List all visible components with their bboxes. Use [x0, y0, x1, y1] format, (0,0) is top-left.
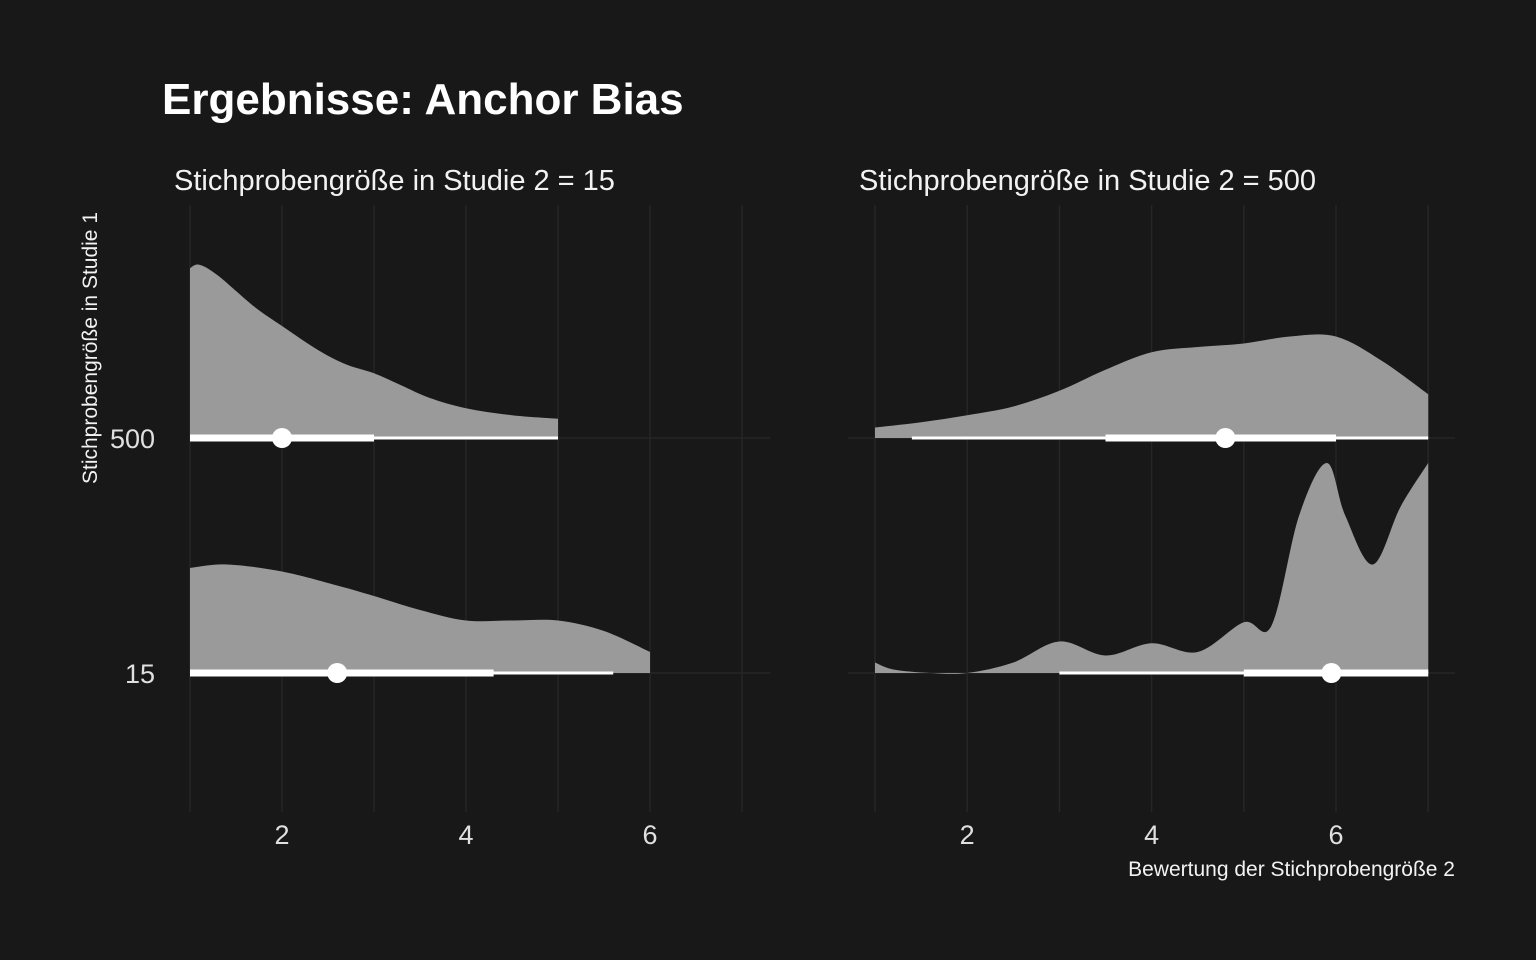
y-tick-label: 15	[125, 659, 155, 689]
density-area-15	[875, 463, 1429, 674]
x-tick-label: 4	[1144, 820, 1159, 850]
facet-panel-left: 2 4 6	[189, 205, 770, 850]
facet-panel-right: 2 4 6	[848, 205, 1455, 850]
x-tick-label: 6	[642, 820, 657, 850]
point-estimate-500	[1215, 428, 1236, 448]
density-area-500	[190, 264, 558, 438]
density-area-15	[190, 564, 650, 673]
y-tick-labels: 15 500	[110, 424, 155, 689]
x-tick-label: 4	[458, 820, 473, 850]
point-estimate-15	[1321, 663, 1342, 683]
x-axis-label: Bewertung der Stichprobengröße 2	[1128, 858, 1455, 881]
y-tick-label: 500	[110, 424, 155, 454]
x-tick-label: 6	[1328, 820, 1343, 850]
density-area-500	[875, 334, 1429, 438]
point-estimate-15	[327, 663, 348, 683]
x-tick-label: 2	[960, 820, 975, 850]
facet-title-right: Stichprobengröße in Studie 2 = 500	[859, 165, 1316, 197]
facet-title-left: Stichprobengröße in Studie 2 = 15	[174, 165, 615, 197]
y-axis-label: Stichprobengröße in Studie 1	[79, 212, 102, 484]
point-estimate-500	[272, 428, 292, 448]
chart-title: Ergebnisse: Anchor Bias	[162, 75, 684, 124]
x-tick-label: 2	[274, 820, 289, 850]
